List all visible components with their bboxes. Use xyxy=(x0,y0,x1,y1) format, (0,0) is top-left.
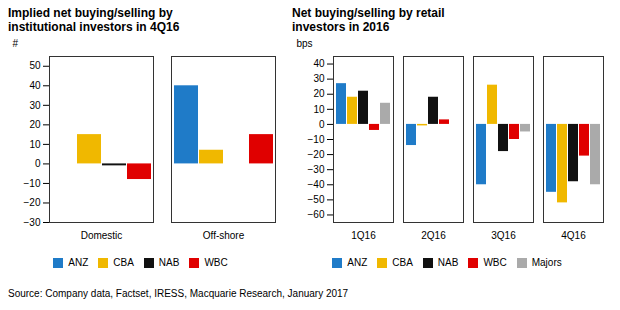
html-text:NAB: NAB xyxy=(158,257,180,268)
svg-text:50: 50 xyxy=(29,60,41,71)
html-text:NAB: NAB xyxy=(437,257,459,268)
svg-text:0: 0 xyxy=(319,119,325,130)
svg-text:40: 40 xyxy=(313,58,325,69)
html-text:WBC: WBC xyxy=(204,257,228,268)
svg-text:3Q16: 3Q16 xyxy=(491,230,516,241)
svg-text:10: 10 xyxy=(29,139,41,150)
html-text:ANZ: ANZ xyxy=(68,257,89,268)
svg-text:Domestic: Domestic xyxy=(81,230,123,241)
html-text:Implied net buying/selling by: Implied net buying/selling by institutio… xyxy=(8,6,180,34)
svg-text:20: 20 xyxy=(313,88,325,99)
html-text:CBA: CBA xyxy=(392,257,413,268)
svg-text:−40: −40 xyxy=(308,179,325,190)
svg-text:4Q16: 4Q16 xyxy=(561,230,586,241)
html-text:CBA: CBA xyxy=(113,257,134,268)
svg-text:−60: −60 xyxy=(308,209,325,220)
svg-text:30: 30 xyxy=(313,73,325,84)
svg-text:0: 0 xyxy=(35,158,41,169)
svg-text:−20: −20 xyxy=(24,197,41,208)
svg-text:10: 10 xyxy=(313,104,325,115)
svg-text:−10: −10 xyxy=(308,134,325,145)
html-text:WBC: WBC xyxy=(483,257,507,268)
svg-text:bps: bps xyxy=(297,38,313,49)
svg-text:20: 20 xyxy=(29,119,41,130)
html-text:Majors: Majors xyxy=(531,257,562,268)
svg-text:#: # xyxy=(13,38,19,49)
html-text:ANZ: ANZ xyxy=(347,257,368,268)
svg-text:2Q16: 2Q16 xyxy=(421,230,446,241)
html-text:Source: Company data, Factset,: Source: Company data, Factset, IRESS, Ma… xyxy=(8,288,349,299)
svg-text:−30: −30 xyxy=(24,217,41,228)
svg-text:30: 30 xyxy=(29,100,41,111)
svg-text:−20: −20 xyxy=(308,149,325,160)
html-text:Net buying/selling by retail i: Net buying/selling by retail investors i… xyxy=(292,6,445,34)
svg-text:1Q16: 1Q16 xyxy=(351,230,376,241)
svg-text:−10: −10 xyxy=(24,178,41,189)
svg-text:Off-shore: Off-shore xyxy=(203,230,245,241)
svg-text:−30: −30 xyxy=(308,164,325,175)
svg-text:40: 40 xyxy=(29,80,41,91)
svg-text:−50: −50 xyxy=(308,194,325,205)
